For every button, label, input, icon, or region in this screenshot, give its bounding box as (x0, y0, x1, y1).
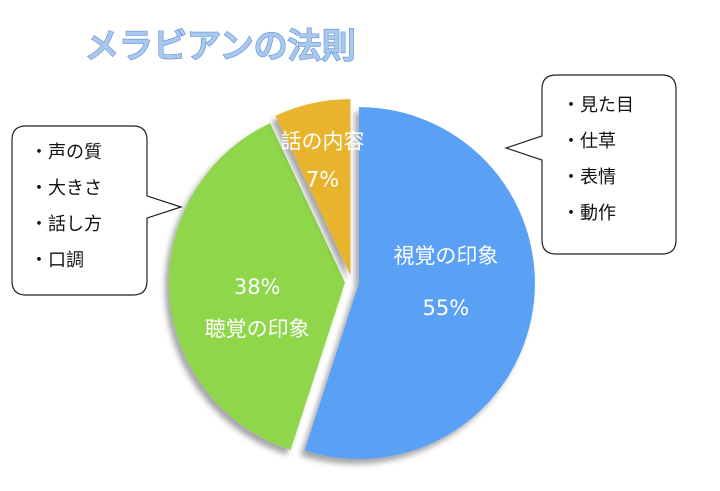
value-label: 55% (422, 296, 469, 320)
callout-item: ・見た目 (562, 95, 634, 116)
callout-item: ・仕草 (562, 131, 616, 152)
value-label: 38% (234, 275, 281, 299)
callout-item: ・口調 (30, 250, 84, 271)
value-label: 7% (306, 167, 339, 191)
speech-bubble (504, 74, 677, 255)
pie-slice (304, 107, 535, 460)
callout-item: ・声の質 (30, 142, 102, 163)
callout-left (11, 125, 183, 296)
pie: 視覚の印象 55% 聴覚の印象 38% 話の内容 7% (169, 99, 535, 460)
pie-slice (275, 99, 351, 276)
slice-label: 聴覚の印象 (205, 317, 310, 341)
speech-bubble (11, 125, 183, 296)
callout-item: ・表情 (562, 167, 616, 188)
chart-title: メラビアンの法則 (85, 27, 356, 67)
callout-item: ・動作 (562, 203, 616, 224)
callout-right (504, 74, 677, 255)
slice-label: 視覚の印象 (393, 244, 498, 268)
callout-item: ・大きさ (30, 178, 102, 199)
callout-item: ・話し方 (30, 214, 102, 235)
slice-label: 話の内容 (281, 129, 365, 153)
pie-slice (169, 123, 346, 450)
